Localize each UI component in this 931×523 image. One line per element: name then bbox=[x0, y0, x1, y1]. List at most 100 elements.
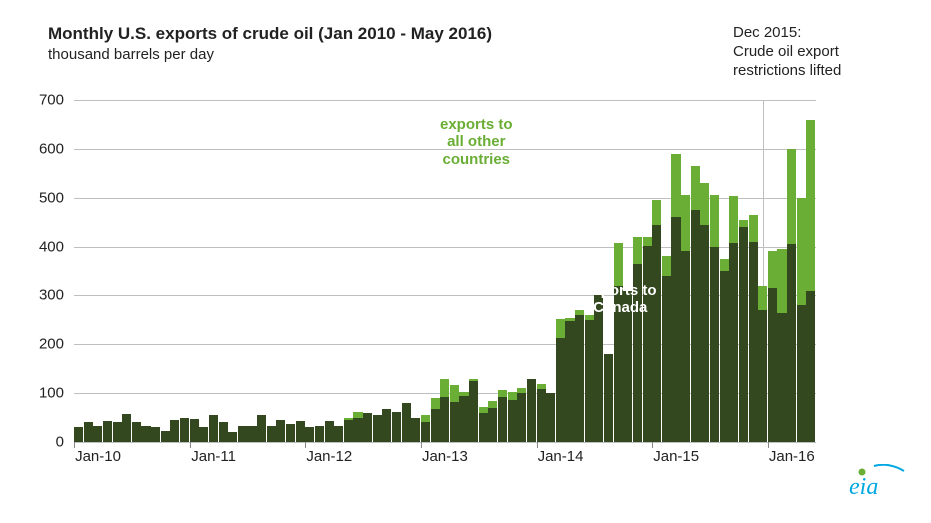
bar-segment-canada bbox=[604, 354, 613, 442]
bar bbox=[402, 403, 411, 442]
chart-container: { "chart": { "type": "stacked-bar", "tit… bbox=[0, 0, 931, 523]
bar-segment-other bbox=[421, 415, 430, 423]
bar bbox=[363, 413, 372, 442]
y-tick-label: 100 bbox=[4, 385, 64, 402]
bar-segment-canada bbox=[353, 418, 362, 442]
bar bbox=[546, 393, 555, 442]
bar-segment-canada bbox=[113, 422, 122, 442]
bar bbox=[739, 220, 748, 442]
bar-segment-canada bbox=[739, 227, 748, 442]
bar-segment-canada bbox=[325, 421, 334, 442]
eia-logo: eia bbox=[849, 464, 907, 505]
bar-segment-other bbox=[643, 237, 652, 246]
bar bbox=[633, 237, 642, 442]
bar-segment-other bbox=[498, 390, 507, 397]
bar bbox=[209, 415, 218, 442]
bar-segment-canada bbox=[93, 426, 102, 442]
x-tick-label: Jan-16 bbox=[769, 448, 815, 465]
bar-segment-other bbox=[739, 220, 748, 227]
x-tick-label: Jan-11 bbox=[191, 448, 236, 465]
bar-segment-canada bbox=[257, 415, 266, 442]
bar bbox=[132, 422, 141, 442]
bar-segment-canada bbox=[691, 210, 700, 442]
gridline bbox=[74, 100, 816, 101]
bar-segment-other bbox=[517, 388, 526, 393]
bar bbox=[671, 154, 680, 442]
bar bbox=[305, 427, 314, 442]
bar bbox=[228, 432, 237, 442]
bar bbox=[392, 412, 401, 442]
bar bbox=[440, 379, 449, 443]
bar bbox=[556, 319, 565, 442]
bar-segment-canada bbox=[363, 413, 372, 442]
bar-segment-canada bbox=[296, 421, 305, 442]
bar-segment-other bbox=[768, 251, 777, 288]
bar-segment-other bbox=[662, 256, 671, 276]
bar-segment-canada bbox=[84, 422, 93, 442]
chart-subtitle: thousand barrels per day bbox=[48, 46, 214, 63]
bar-segment-canada bbox=[180, 418, 189, 442]
bar-segment-other bbox=[353, 412, 362, 418]
bar-segment-canada bbox=[334, 426, 343, 442]
bar-segment-other bbox=[710, 195, 719, 246]
bar bbox=[199, 427, 208, 442]
bar-segment-other bbox=[344, 418, 353, 420]
bar bbox=[113, 422, 122, 442]
bar bbox=[585, 315, 594, 442]
bar bbox=[411, 418, 420, 442]
bar-segment-canada bbox=[344, 420, 353, 442]
bar bbox=[700, 183, 709, 442]
bar-segment-canada bbox=[585, 320, 594, 442]
bar bbox=[353, 412, 362, 442]
bar-segment-canada bbox=[537, 389, 546, 442]
bar-segment-canada bbox=[652, 225, 661, 442]
y-tick-label: 700 bbox=[4, 92, 64, 109]
bar-segment-other bbox=[797, 198, 806, 305]
bar bbox=[180, 418, 189, 442]
bar-segment-canada bbox=[710, 247, 719, 442]
bar bbox=[720, 259, 729, 442]
bar-segment-canada bbox=[498, 397, 507, 442]
bar-segment-other bbox=[431, 398, 440, 409]
bar-segment-other bbox=[749, 215, 758, 242]
bar bbox=[122, 414, 131, 442]
bar-segment-canada bbox=[700, 225, 709, 442]
bar-segment-canada bbox=[787, 244, 796, 442]
bar-segment-other bbox=[777, 249, 786, 313]
bar-segment-canada bbox=[286, 424, 295, 442]
bar bbox=[662, 256, 671, 442]
bar-segment-other bbox=[450, 385, 459, 402]
bar bbox=[421, 415, 430, 442]
bar-segment-canada bbox=[459, 396, 468, 442]
bar bbox=[768, 251, 777, 442]
bar-segment-canada bbox=[74, 427, 83, 442]
bar bbox=[758, 286, 767, 442]
bar-segment-other bbox=[681, 195, 690, 251]
bar-segment-canada bbox=[671, 217, 680, 442]
bar bbox=[691, 166, 700, 442]
y-tick-label: 300 bbox=[4, 287, 64, 304]
bar-segment-canada bbox=[565, 321, 574, 442]
bar-segment-other bbox=[633, 237, 642, 264]
bar-segment-canada bbox=[517, 393, 526, 442]
bar-segment-canada bbox=[729, 243, 738, 442]
bar bbox=[787, 149, 796, 442]
bar-segment-canada bbox=[276, 420, 285, 442]
bar-segment-other bbox=[575, 310, 584, 315]
y-tick-label: 400 bbox=[4, 238, 64, 255]
bar bbox=[450, 385, 459, 442]
bar-segment-canada bbox=[392, 412, 401, 442]
bar-segment-canada bbox=[247, 426, 256, 442]
bar-segment-canada bbox=[681, 251, 690, 442]
bar-segment-other bbox=[700, 183, 709, 225]
event-annotation: Dec 2015:Crude oil exportrestrictions li… bbox=[733, 24, 873, 80]
bar-segment-canada bbox=[170, 420, 179, 442]
bar bbox=[141, 426, 150, 442]
bar bbox=[614, 243, 623, 442]
x-tick-label: Jan-15 bbox=[653, 448, 699, 465]
bar-segment-other bbox=[440, 379, 449, 398]
bar bbox=[806, 120, 815, 442]
bar bbox=[508, 392, 517, 442]
bar bbox=[84, 422, 93, 442]
bar-segment-other bbox=[806, 120, 815, 291]
